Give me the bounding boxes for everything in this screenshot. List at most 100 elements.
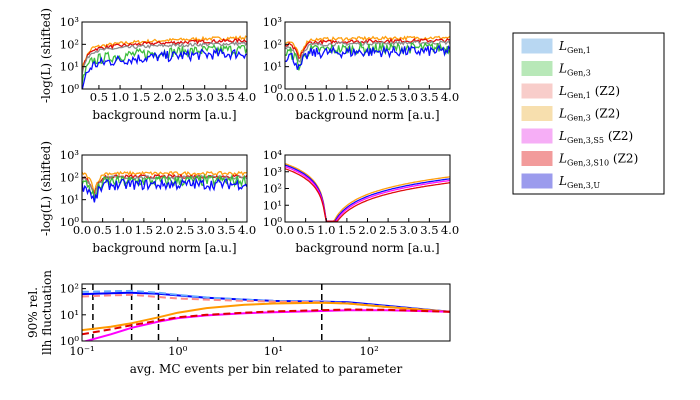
y-tick-label: 10¹ — [60, 193, 79, 207]
x-tick-label: 3.0 — [196, 90, 214, 104]
x-tick-label: 2.5 — [176, 223, 194, 237]
x-tick-label: 1.0 — [111, 90, 129, 104]
fluct-plot-area — [82, 284, 450, 341]
series-blue — [285, 164, 450, 222]
x-tick-label: 1.0 — [317, 223, 335, 237]
x-tick-label: 0.5 — [93, 223, 111, 237]
legend-swatch — [521, 173, 553, 189]
x-tick-label: 0.5 — [296, 90, 314, 104]
series-red — [82, 173, 247, 198]
series-red — [82, 37, 247, 72]
legend-swatch — [521, 38, 553, 54]
panel-frame — [284, 21, 451, 90]
x-tick-label: 1.0 — [114, 223, 132, 237]
legend-label: LGen,3,S5 (Z2) — [558, 129, 633, 145]
x-tick-label: 3.0 — [400, 90, 418, 104]
series-orange — [285, 162, 450, 222]
y-tick-label: 10¹ — [263, 60, 282, 74]
panel-frame — [81, 283, 451, 342]
legend-label: LGen,1 (Z2) — [558, 84, 620, 100]
x-tick-label: 0.5 — [90, 90, 108, 104]
fluct-series — [82, 308, 450, 336]
x-tick-label: 4.0 — [441, 90, 459, 104]
scan-panel-d: 0.0 0.5 1.0 1.5 2.0 2.5 3.0 3.5 4.0 10⁰ 10¹ 10² 10³ 1… — [263, 148, 459, 255]
x-tick-label: 2.0 — [358, 90, 376, 104]
scan-panel-b: 0.0 0.5 1.0 1.5 2.0 2.5 3.0 3.5 4.0 10⁰ 10¹ 10² 10³ b… — [263, 15, 459, 122]
x-tick-label: 0.0 — [276, 223, 294, 237]
y-tick-label: 10² — [60, 170, 79, 184]
legend-label: LGen,3,S10 (Z2) — [558, 152, 638, 168]
scan-plot-area — [82, 35, 247, 89]
x-tick-label: 10¹ — [264, 344, 283, 358]
x-tick-label: 1.5 — [132, 90, 150, 104]
series-gray — [82, 40, 247, 76]
series-gray — [285, 40, 450, 63]
y-tick-label: 10³ — [60, 148, 80, 162]
y-tick-label: 10³ — [263, 15, 283, 29]
x-tick-label: 4.0 — [238, 90, 256, 104]
scan-plot-area — [285, 162, 450, 222]
y-tick-label: 10⁰ — [60, 82, 80, 96]
y-tick-label: 10¹ — [60, 60, 79, 74]
y-axis-label: -log(L) (shifted) — [39, 8, 53, 103]
y-tick-label: 10⁴ — [263, 148, 283, 162]
legend-swatch — [521, 151, 553, 166]
x-tick-label: 10² — [359, 344, 378, 358]
series-magenta — [285, 165, 450, 222]
scan-plot-area — [82, 170, 247, 203]
x-tick-label: 4.0 — [238, 223, 256, 237]
legend: LGen,1 LGen,3 LGen,1 (Z2) LGen,3 (Z2) LGen,3… — [512, 32, 665, 195]
x-tick-label: 2.0 — [153, 90, 171, 104]
y-tick-label: 10² — [263, 37, 282, 51]
x-tick-label: 2.5 — [174, 90, 192, 104]
x-tick-label: 1.5 — [135, 223, 153, 237]
fluct-series — [82, 289, 450, 313]
x-tick-label: 3.0 — [197, 223, 215, 237]
scan-panel-a: 0.5 1.0 1.5 2.0 2.5 3.0 3.5 4.0 10⁰ 10¹ 10² 10³ back… — [39, 8, 256, 122]
scan-panel-c: 0.0 0.5 1.0 1.5 2.0 2.5 3.0 3.5 4.0 10⁰ 10¹ 10² 10³ b… — [39, 141, 256, 255]
x-tick-label: 2.5 — [379, 90, 397, 104]
x-tick-label: 2.0 — [358, 223, 376, 237]
legend-label: LGen,1 — [558, 39, 591, 55]
y-tick-label: 10³ — [60, 15, 80, 29]
legend-label: LGen,3 — [558, 62, 591, 78]
x-tick-label: 3.5 — [420, 223, 438, 237]
x-axis-label: background norm [a.u.] — [92, 241, 236, 255]
x-tick-label: 3.5 — [420, 90, 438, 104]
x-axis-label: background norm [a.u.] — [295, 241, 439, 255]
y-tick-label: 10² — [60, 282, 79, 296]
x-tick-label: 3.0 — [400, 223, 418, 237]
y-tick-label: 10⁰ — [60, 334, 80, 348]
x-tick-label: 2.0 — [155, 223, 173, 237]
legend-swatch — [521, 61, 553, 76]
series-orange — [82, 170, 247, 194]
x-tick-label: 3.5 — [217, 90, 235, 104]
y-axis-label: llh fluctuation — [40, 270, 54, 355]
legend-swatch — [521, 83, 553, 99]
legend-label: LGen,3 (Z2) — [558, 107, 620, 123]
x-axis-label: background norm [a.u.] — [92, 108, 236, 122]
x-tick-label: 1.5 — [338, 90, 356, 104]
series-red — [285, 168, 450, 222]
x-tick-label: 1.5 — [338, 223, 356, 237]
x-axis-label: avg. MC events per bin related to parame… — [130, 362, 403, 376]
x-tick-label: 0.5 — [296, 223, 314, 237]
x-tick-label: 0.0 — [276, 90, 294, 104]
legend-swatch — [521, 128, 553, 144]
x-axis-label: background norm [a.u.] — [295, 108, 439, 122]
x-tick-label: 10⁰ — [168, 344, 188, 358]
y-axis-label: 90% rel. — [26, 287, 40, 338]
scan-panels: 0.5 1.0 1.5 2.0 2.5 3.0 3.5 4.010⁰10¹10²10³back… — [39, 8, 459, 255]
y-tick-label: 10¹ — [60, 308, 79, 322]
scan-plot-area — [285, 35, 450, 71]
series-orange — [82, 35, 247, 74]
y-tick-label: 10² — [60, 37, 79, 51]
y-tick-label: 10³ — [263, 165, 283, 179]
x-tick-label: 2.5 — [379, 223, 397, 237]
fluct-series — [82, 301, 450, 332]
y-tick-label: 10¹ — [263, 198, 282, 212]
x-tick-label: 3.5 — [217, 223, 235, 237]
y-axis-label: -log(L) (shifted) — [39, 141, 53, 236]
y-tick-label: 10⁰ — [263, 82, 283, 96]
legend-label: LGen,3,U — [558, 174, 600, 190]
